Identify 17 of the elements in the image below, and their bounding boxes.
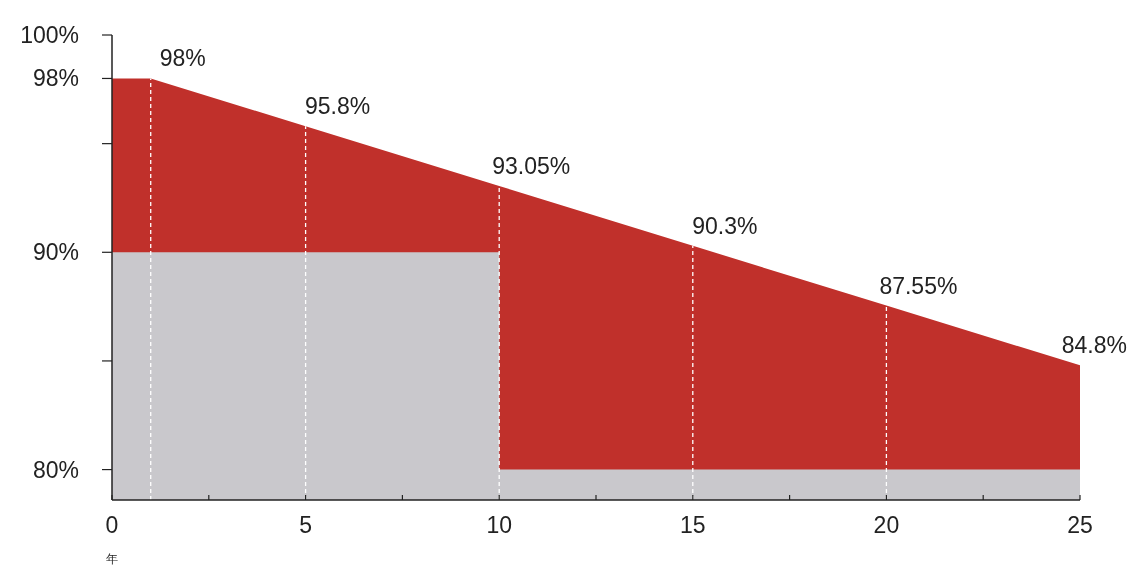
data-label: 90.3% — [692, 212, 758, 239]
x-tick-label: 10 — [486, 512, 512, 538]
data-label: 98% — [159, 45, 206, 72]
data-label: 93.05% — [492, 153, 571, 180]
x-tick-label: 25 — [1067, 512, 1093, 538]
x-tick-label: 0 — [105, 512, 119, 538]
x-tick-label: 15 — [680, 512, 706, 538]
data-label: 87.55% — [879, 272, 958, 299]
y-tick-label: 90% — [32, 239, 79, 266]
x-tick-label: 20 — [873, 512, 900, 538]
x-tick-label: 5 — [299, 512, 312, 538]
y-tick-label: 98% — [32, 65, 79, 92]
data-label: 84.8% — [1061, 332, 1127, 359]
y-tick-label: 80% — [32, 456, 79, 483]
x-axis-title: 年 — [106, 552, 118, 566]
data-label: 95.8% — [304, 93, 371, 120]
y-tick-label: 100% — [20, 22, 79, 48]
